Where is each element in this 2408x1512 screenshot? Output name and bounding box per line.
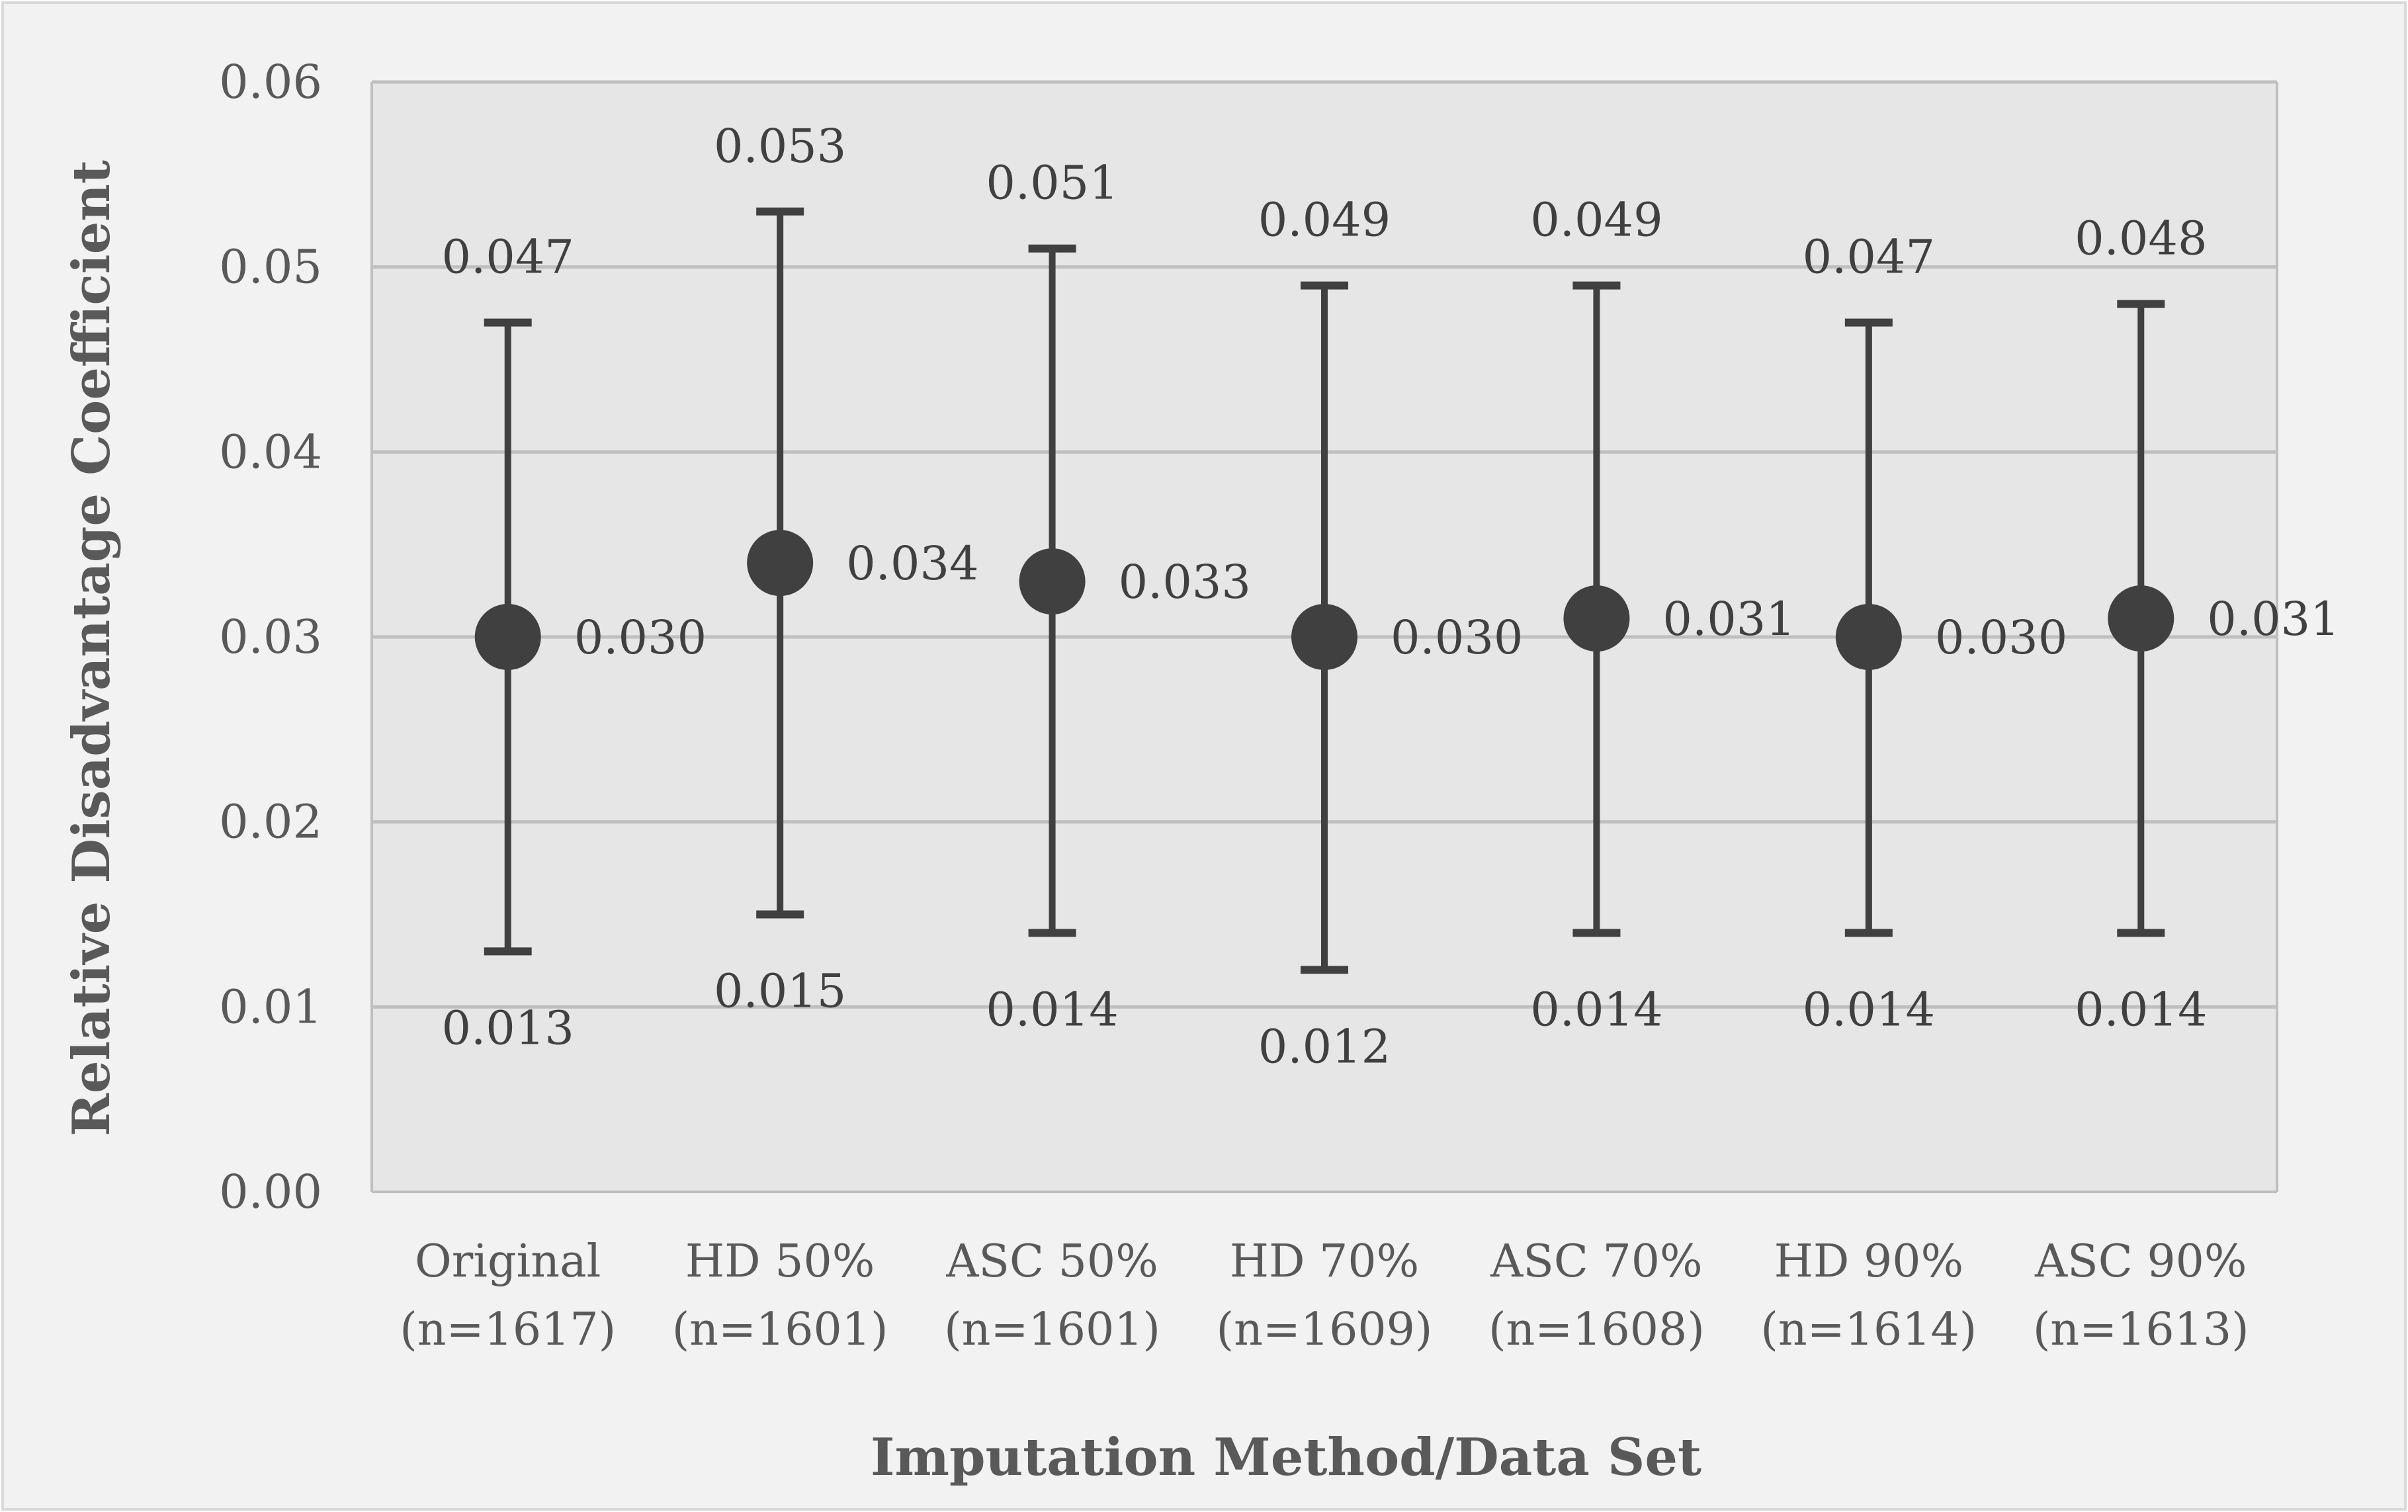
y-tick-label: 0.03 — [219, 610, 322, 664]
category-label-line2: (n=1614) — [1760, 1304, 1977, 1356]
upper-bound-label: 0.047 — [1803, 230, 1935, 284]
upper-bound-label: 0.047 — [442, 230, 574, 284]
value-label: 0.031 — [2207, 592, 2339, 646]
data-point — [747, 530, 814, 597]
y-axis-ticks: 0.00 0.01 0.02 0.03 0.04 0.05 0.06 — [219, 55, 322, 1219]
data-point — [1835, 604, 1902, 670]
x-axis-categories: Original (n=1617) HD 50% (n=1601) ASC 50% (n=… — [400, 1236, 2249, 1356]
lower-bound-label: 0.014 — [1530, 982, 1662, 1036]
category-label-line2: (n=1609) — [1217, 1304, 1433, 1356]
category-label-line1: ASC 70% — [1490, 1236, 1702, 1288]
value-label: 0.030 — [1391, 610, 1523, 665]
y-tick-label: 0.05 — [219, 240, 322, 294]
upper-bound-label: 0.053 — [714, 119, 846, 173]
category-label-line2: (n=1613) — [2033, 1304, 2249, 1356]
category-label-line2: (n=1608) — [1488, 1304, 1705, 1356]
lower-bound-label: 0.015 — [714, 964, 846, 1019]
upper-bound-label: 0.048 — [2075, 212, 2207, 266]
y-axis-title: Relative Disadvantage Coefficient — [62, 160, 122, 1136]
category-label-line1: ASC 90% — [2034, 1236, 2247, 1288]
category-label-line1: Original — [415, 1236, 601, 1288]
data-point — [2108, 585, 2174, 652]
x-axis-title: Imputation Method/Data Set — [871, 1427, 1701, 1488]
lower-bound-label: 0.013 — [442, 1001, 574, 1055]
data-labels: 0.047 0.013 0.030 0.053 0.015 0.034 0.051 0.014… — [442, 119, 2340, 1074]
y-tick-label: 0.00 — [219, 1165, 322, 1219]
category-label-line1: HD 70% — [1230, 1236, 1420, 1288]
category-label-line1: HD 50% — [685, 1236, 875, 1288]
lower-bound-label: 0.014 — [1803, 982, 1935, 1036]
data-point — [1563, 585, 1630, 652]
y-tick-label: 0.01 — [219, 980, 322, 1034]
value-label: 0.030 — [574, 610, 707, 665]
y-tick-label: 0.04 — [219, 425, 322, 479]
lower-bound-label: 0.014 — [986, 982, 1118, 1036]
lower-bound-label: 0.012 — [1258, 1019, 1391, 1073]
y-tick-label: 0.06 — [219, 55, 322, 109]
y-tick-label: 0.02 — [219, 795, 322, 849]
data-point — [1019, 548, 1086, 615]
category-label-line1: HD 90% — [1774, 1236, 1964, 1288]
category-label-line1: ASC 50% — [945, 1236, 1158, 1288]
value-label: 0.031 — [1662, 592, 1795, 646]
data-points — [474, 530, 2174, 670]
upper-bound-label: 0.051 — [986, 156, 1118, 210]
upper-bound-label: 0.049 — [1258, 193, 1391, 247]
category-label-line2: (n=1601) — [672, 1304, 888, 1356]
data-point — [1291, 604, 1357, 670]
upper-bound-label: 0.049 — [1530, 193, 1662, 247]
category-label-line2: (n=1617) — [400, 1304, 616, 1356]
value-label: 0.034 — [846, 536, 978, 591]
value-label: 0.030 — [1935, 610, 2067, 665]
category-label-line2: (n=1601) — [944, 1304, 1160, 1356]
data-point — [474, 604, 541, 670]
lower-bound-label: 0.014 — [2075, 982, 2207, 1036]
value-label: 0.033 — [1119, 555, 1251, 609]
